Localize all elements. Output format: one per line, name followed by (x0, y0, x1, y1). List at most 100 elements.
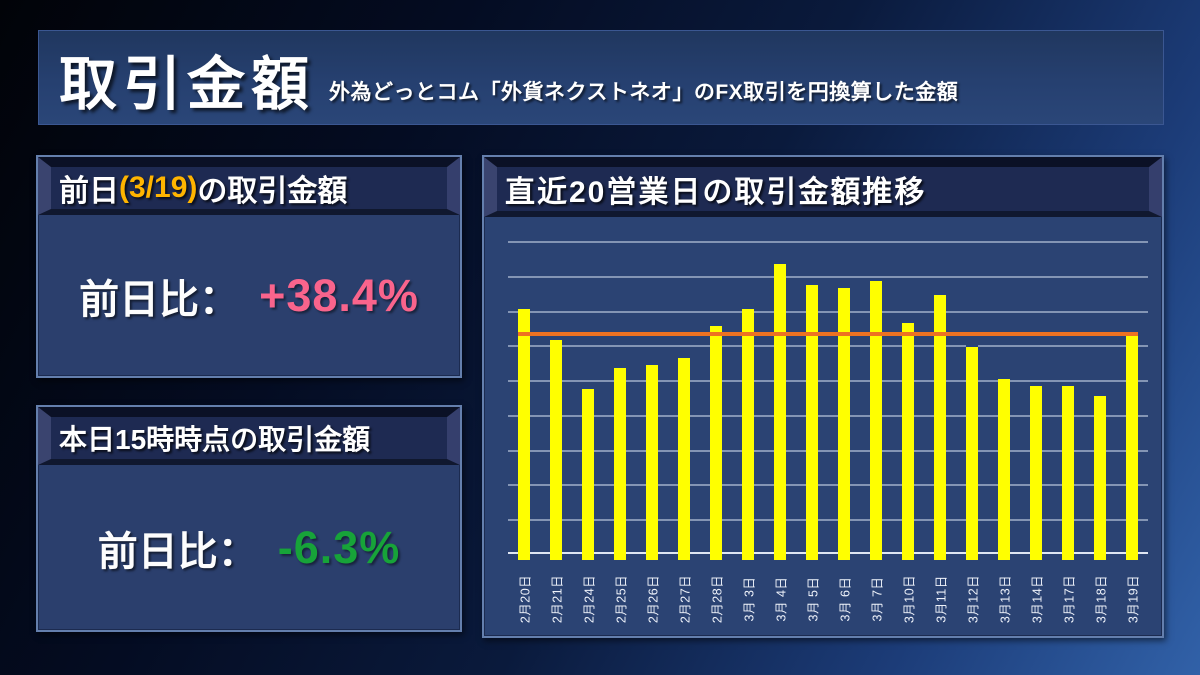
x-label-cell: 2月21日 (540, 565, 572, 637)
previous-day-panel-body: 前日比： +38.4% (38, 215, 460, 376)
chart-plot (508, 241, 1148, 560)
bar-slot (860, 241, 892, 560)
bar (1062, 383, 1074, 560)
x-label-cell: 3月19日 (1116, 565, 1148, 637)
gridline (508, 380, 1148, 383)
x-label-cell: 3月 5日 (796, 565, 828, 637)
chart-bars (508, 241, 1148, 560)
bar (774, 261, 786, 560)
x-label-cell: 3月12日 (956, 565, 988, 637)
x-label-cell: 2月26日 (636, 565, 668, 637)
bar (806, 282, 818, 560)
x-label: 2月25日 (614, 574, 629, 624)
x-label-cell: 3月10日 (892, 565, 924, 637)
previous-day-panel-header: 前日 (3/19) の取引金額 (38, 157, 460, 215)
x-label: 3月 7日 (870, 576, 885, 622)
today-panel-header: 本日15時時点の取引金額 (38, 407, 460, 465)
gridline (508, 310, 1148, 313)
x-label: 3月 6日 (838, 576, 853, 622)
x-label: 2月24日 (582, 574, 597, 624)
page-subtitle: 外為どっとコム「外貨ネクストネオ」のFX取引を円換算した金額 (329, 81, 959, 104)
x-label: 2月20日 (518, 574, 533, 624)
bar-slot (956, 241, 988, 560)
bar (742, 307, 754, 560)
bar (902, 321, 914, 560)
bar-slot (764, 241, 796, 560)
bar (582, 387, 594, 560)
x-label-cell: 3月11日 (924, 565, 956, 637)
x-label-cell: 3月 6日 (828, 565, 860, 637)
x-label-cell: 2月27日 (668, 565, 700, 637)
x-label-cell: 2月28日 (700, 565, 732, 637)
bar (518, 307, 530, 560)
bar-slot (924, 241, 956, 560)
gridline (508, 275, 1148, 278)
gridline (508, 484, 1148, 487)
bar-slot (1116, 241, 1148, 560)
gridline (508, 519, 1148, 522)
previous-day-panel: 前日 (3/19) の取引金額 前日比： +38.4% (36, 155, 462, 378)
page-header: 取引金額 外為どっとコム「外貨ネクストネオ」のFX取引を円換算した金額 (38, 30, 1164, 125)
page-title: 取引金額 (59, 52, 316, 118)
bar-slot (700, 241, 732, 560)
x-label: 3月 5日 (806, 576, 821, 622)
x-label: 3月12日 (966, 574, 981, 624)
today-change-value: -6.3% (277, 521, 401, 573)
x-label-cell: 2月25日 (604, 565, 636, 637)
previous-day-change-value: +38.4% (259, 269, 419, 321)
x-label: 2月21日 (550, 574, 565, 624)
gridline (508, 414, 1148, 417)
x-label-cell: 3月 3日 (732, 565, 764, 637)
gridline (508, 345, 1148, 348)
x-label: 3月18日 (1094, 574, 1109, 624)
bar-slot (604, 241, 636, 560)
previous-day-title-prefix: 前日 (59, 175, 119, 208)
today-panel: 本日15時時点の取引金額 前日比： -6.3% (36, 405, 462, 632)
bar-slot (668, 241, 700, 560)
bar-slot (988, 241, 1020, 560)
bar-slot (796, 241, 828, 560)
bar (1094, 394, 1106, 560)
bar-slot (1052, 241, 1084, 560)
previous-day-title-date: (3/19) (119, 171, 198, 204)
gridline (508, 449, 1148, 452)
bar (1030, 383, 1042, 560)
previous-day-title-suffix: の取引金額 (197, 175, 348, 208)
gridline (508, 241, 1148, 243)
chart-body: 2月20日 2月21日 2月24日 2月25日 2月26日 2月27日 2月28日 3月 3日… (484, 217, 1162, 636)
bar-slot (892, 241, 924, 560)
bar (646, 362, 658, 560)
chart-panel: 直近20営業日の取引金額推移 2月20日 2月21日 2月24日 2月25日 2月26日… (482, 155, 1164, 638)
bar (1126, 331, 1138, 560)
x-label: 2月26日 (646, 574, 661, 624)
bar (550, 338, 562, 560)
x-label-cell: 3月18日 (1084, 565, 1116, 637)
chart-x-labels: 2月20日 2月21日 2月24日 2月25日 2月26日 2月27日 2月28日 3月 3日… (508, 565, 1148, 637)
bar (678, 355, 690, 560)
chart-title: 直近20営業日の取引金額推移 (505, 176, 927, 209)
x-label: 3月 3日 (742, 576, 757, 622)
x-label: 3月10日 (902, 574, 917, 624)
x-label: 3月13日 (998, 574, 1013, 624)
x-label-cell: 3月 7日 (860, 565, 892, 637)
today-panel-body: 前日比： -6.3% (38, 465, 460, 630)
bar (998, 376, 1010, 560)
bar-slot (572, 241, 604, 560)
x-label: 3月11日 (934, 575, 949, 623)
bar-slot (540, 241, 572, 560)
bar (614, 366, 626, 560)
x-axis-line (508, 552, 1148, 554)
bar-slot (636, 241, 668, 560)
x-label-cell: 2月20日 (508, 565, 540, 637)
x-label: 3月14日 (1030, 574, 1045, 624)
bar-slot (732, 241, 764, 560)
bar-slot (1084, 241, 1116, 560)
bar-slot (1020, 241, 1052, 560)
x-label-cell: 3月 4日 (764, 565, 796, 637)
x-label: 2月27日 (678, 574, 693, 624)
x-label-cell: 3月14日 (1020, 565, 1052, 637)
x-label: 2月28日 (710, 574, 725, 624)
previous-day-change-label: 前日比： (79, 277, 240, 322)
bar-slot (828, 241, 860, 560)
